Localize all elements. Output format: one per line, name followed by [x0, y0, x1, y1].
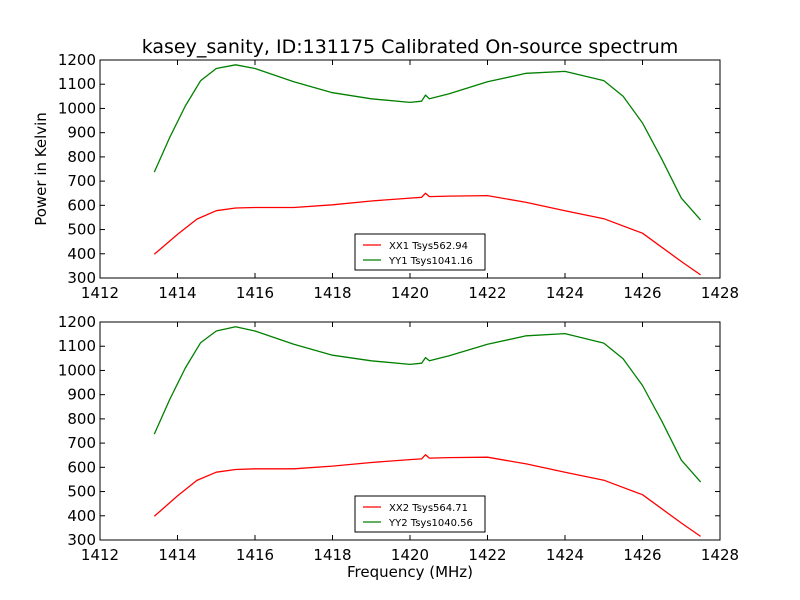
y-axis-label: Power in Kelvin — [32, 112, 50, 226]
series-line-yy2 — [153, 326, 702, 483]
x-tick-label: 1420 — [391, 546, 429, 564]
series-line-xx1 — [153, 192, 701, 276]
x-tick-label: 1414 — [158, 284, 196, 302]
y-tick-label: 800 — [67, 410, 96, 428]
y-tick-label: 500 — [67, 221, 96, 239]
legend-2: XX2 Tsys564.71 YY2 Tsys1040.56 — [354, 495, 486, 533]
x-tick-label: 1424 — [546, 546, 584, 564]
y-tick-label: 1000 — [58, 99, 96, 117]
legend-box — [354, 233, 486, 271]
x-tick-label: 1412 — [81, 546, 119, 564]
y-tick-label: 700 — [67, 434, 96, 452]
x-tick-label: 1428 — [701, 284, 739, 302]
x-axis-label: Frequency (MHz) — [347, 563, 473, 581]
y-tick-label: 600 — [67, 196, 96, 214]
x-tick-label: 1416 — [236, 546, 274, 564]
x-tick-label: 1414 — [158, 546, 196, 564]
x-tick-label: 1426 — [623, 284, 661, 302]
legend-label: XX1 Tsys562.94 — [389, 241, 468, 252]
y-tick-label: 1200 — [58, 313, 96, 331]
x-tick-label: 1420 — [391, 284, 429, 302]
legend-label: XX2 Tsys564.71 — [389, 503, 468, 514]
y-tick-label: 300 — [67, 531, 96, 549]
x-tick-label: 1428 — [701, 546, 739, 564]
legend-label: YY2 Tsys1040.56 — [388, 518, 473, 529]
series-line-yy1 — [153, 64, 702, 221]
y-tick-label: 300 — [67, 269, 96, 287]
y-tick-label: 500 — [67, 483, 96, 501]
legend-label: YY1 Tsys1041.16 — [388, 256, 473, 267]
x-tick-label: 1416 — [236, 284, 274, 302]
legend-box — [354, 495, 486, 533]
x-tick-label: 1424 — [546, 284, 584, 302]
x-tick-label: 1422 — [468, 284, 506, 302]
x-tick-label: 1422 — [468, 546, 506, 564]
y-tick-label: 800 — [67, 148, 96, 166]
y-tick-label: 400 — [67, 507, 96, 525]
series-line-xx2 — [153, 454, 701, 537]
y-tick-label: 600 — [67, 458, 96, 476]
y-tick-label: 1100 — [58, 75, 96, 93]
y-tick-label: 1100 — [58, 337, 96, 355]
y-tick-label: 1200 — [58, 51, 96, 69]
y-tick-label: 700 — [67, 172, 96, 190]
top-subplot: 1412 1414 1416 1418 1420 1422 1424 1426 1428 300 4… — [58, 51, 739, 302]
figure-title: kasey_sanity, ID:131175 Calibrated On-so… — [142, 36, 679, 58]
x-tick-label: 1412 — [81, 284, 119, 302]
bottom-subplot: 1412 1414 1416 1418 1420 1422 1424 1426 1428 300 4… — [58, 313, 739, 564]
y-tick-label: 1000 — [58, 361, 96, 379]
x-tick-label: 1426 — [623, 546, 661, 564]
x-tick-label: 1418 — [313, 284, 351, 302]
y-tick-label: 900 — [67, 386, 96, 404]
legend-1: XX1 Tsys562.94 YY1 Tsys1041.16 — [354, 233, 486, 271]
y-tick-label: 400 — [67, 245, 96, 263]
x-tick-label: 1418 — [313, 546, 351, 564]
y-tick-label: 900 — [67, 124, 96, 142]
